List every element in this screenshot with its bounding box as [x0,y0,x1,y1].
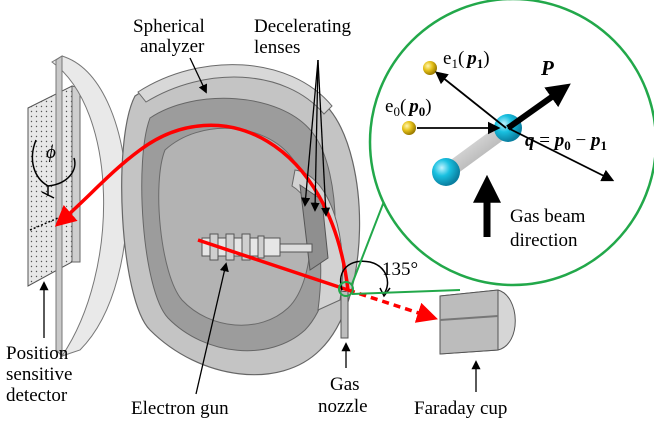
momentum-transfer-equation: q = p0 − p1 [525,130,607,153]
decelerating-lenses-label: Decelerating [254,16,352,37]
angle-label: 135° [382,259,418,280]
q-arrow [507,127,615,182]
molecule-atom-lower [432,158,460,186]
gas-beam-direction-label-2: direction [510,230,578,251]
e0-label: e0(p0) [385,96,432,119]
electron-trajectory [54,123,438,323]
gas-nozzle-label-2: nozzle [318,396,368,417]
phi-angle-mark [29,139,76,231]
electron-gun-leader [195,262,229,395]
gas-beam-direction-label: Gas beam [510,206,586,227]
spherical-analyzer-label-2: analyzer [140,36,205,57]
phi-label: ϕ [46,142,56,163]
spherical-analyzer-label: Spherical [133,16,205,37]
recoil-p-arrow [506,83,571,131]
p1-arrow [435,71,507,129]
e1-label: e1(p1) [443,48,490,71]
psd-label: Position [6,343,69,364]
faraday-cup-label: Faraday cup [414,398,507,419]
psd-label-2: sensitive [6,364,73,385]
scattered-electron-e1 [423,61,437,75]
electron-gun-label: Electron gun [131,398,229,419]
faraday-cup [439,289,516,355]
decelerating-lenses-leaders [301,59,331,217]
decelerating-lenses-label-2: lenses [254,37,300,58]
incident-electron-e0 [402,121,416,135]
spherical-analyzer [121,64,361,376]
scattering-angle-arc [339,260,391,298]
collision-point [338,281,354,297]
gas-nozzle-label: Gas [330,374,360,395]
psd-label-3: detector [6,385,68,406]
inset-connector-lower [351,289,461,295]
recoil-momentum-label: P [540,56,554,80]
spherical-analyzer-leader [189,57,208,94]
collision-inset [368,0,654,287]
